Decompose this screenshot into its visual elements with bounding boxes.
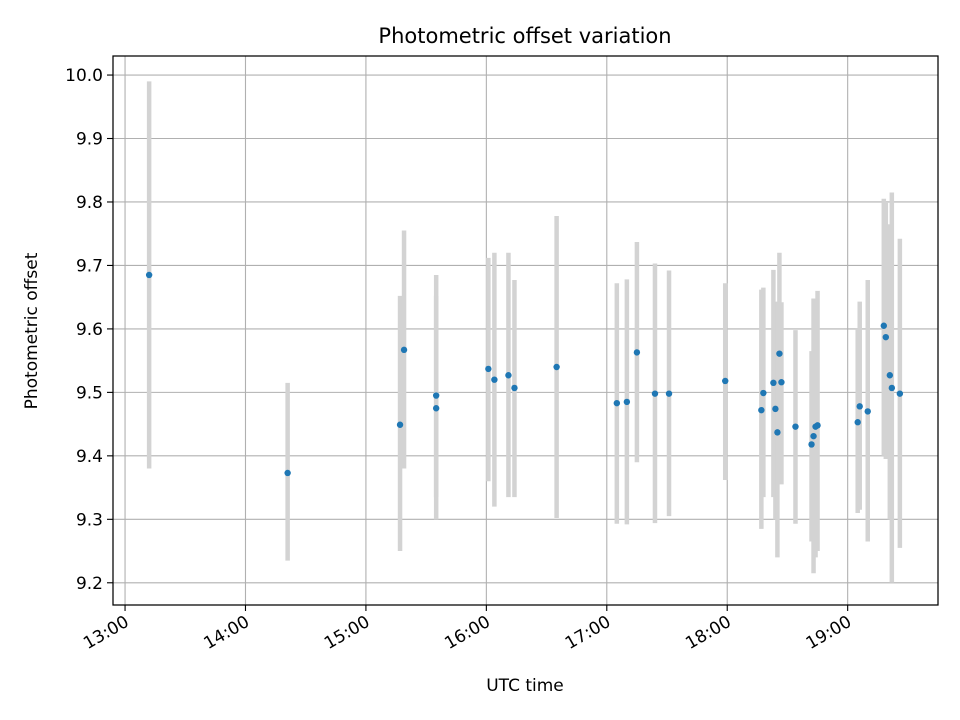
y-tick-label: 9.2 [76, 574, 103, 594]
data-point [511, 384, 518, 392]
data-point [145, 271, 153, 279]
chart-title: Photometric offset variation [378, 24, 671, 48]
data-point [864, 408, 871, 415]
y-axis-label: Photometric offset [22, 252, 42, 409]
data-point [758, 406, 765, 414]
data-point [792, 423, 799, 430]
data-point [778, 379, 785, 386]
data-point [772, 405, 779, 413]
x-tick-label: 18:00 [682, 612, 734, 654]
plot-frame [112, 55, 939, 606]
data-point [432, 405, 440, 412]
data-point [284, 469, 291, 477]
data-point [810, 432, 817, 440]
data-point [623, 398, 631, 406]
data-point [613, 399, 621, 407]
error-bars [146, 81, 903, 583]
data-point [553, 363, 560, 371]
data-point [896, 390, 904, 397]
x-tick-label: 15:00 [321, 612, 373, 654]
data-point [396, 421, 404, 428]
data-point [400, 346, 408, 354]
x-tick-label: 16:00 [441, 612, 493, 654]
data-point [485, 365, 492, 373]
data-point [505, 372, 512, 379]
data-point [882, 333, 890, 341]
y-tick-label: 9.3 [76, 510, 103, 530]
data-point [665, 390, 673, 397]
x-tick-label: 19:00 [803, 612, 855, 654]
data-point [770, 379, 777, 387]
y-tick-label: 9.8 [76, 193, 103, 213]
data-point [854, 419, 861, 426]
data-point [432, 392, 440, 399]
axis-ticks: 13:00 14:00 15:00 16:00 17:00 18:00 19:00 9.2 9.… [65, 66, 855, 654]
x-tick-label: 14:00 [201, 612, 253, 654]
y-tick-label: 10.0 [65, 66, 103, 86]
data-point [880, 322, 888, 329]
y-tick-label: 9.6 [76, 320, 103, 340]
data-point [856, 403, 863, 410]
data-point [814, 422, 821, 429]
y-tick-label: 9.7 [76, 256, 103, 276]
data-point [722, 377, 729, 385]
data-point [774, 429, 781, 436]
data-point [651, 390, 659, 397]
data-point [633, 349, 641, 356]
data-point [760, 389, 767, 397]
data-points [145, 271, 904, 477]
data-point [776, 350, 783, 357]
y-tick-label: 9.4 [76, 447, 103, 467]
data-point [808, 441, 815, 448]
data-point [491, 376, 498, 383]
y-tick-label: 9.9 [76, 130, 103, 150]
y-tick-label: 9.5 [76, 383, 103, 403]
x-axis-label: UTC time [486, 676, 564, 696]
x-tick-label: 17:00 [562, 612, 614, 654]
data-point [888, 384, 896, 392]
data-point [886, 372, 894, 379]
x-tick-label: 13:00 [80, 612, 132, 654]
